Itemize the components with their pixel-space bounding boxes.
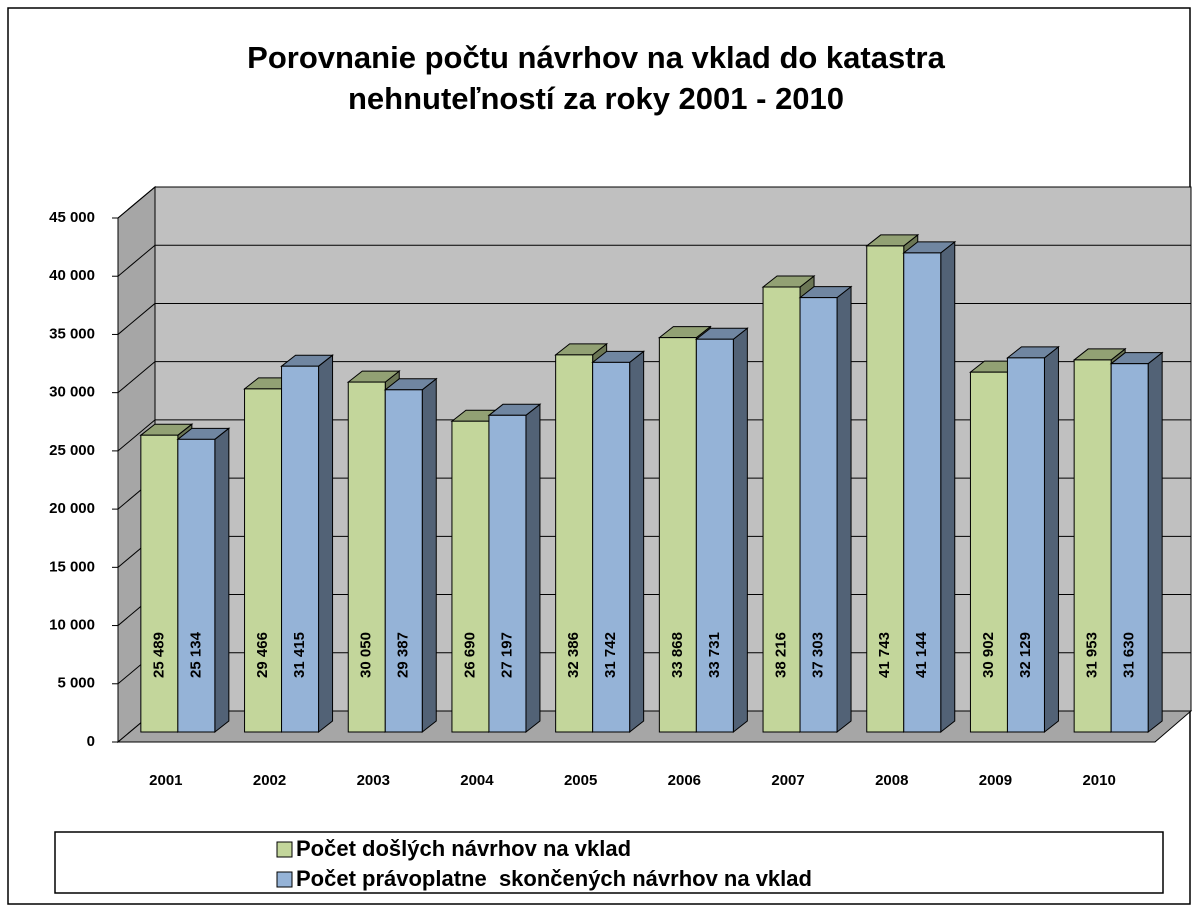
bar — [488, 414, 527, 733]
grid-line — [117, 419, 156, 452]
grid-line — [117, 303, 156, 335]
grid-line — [117, 361, 156, 394]
data-label: 26 690 — [461, 632, 478, 678]
bar-side — [1043, 345, 1059, 734]
data-label: 33 868 — [669, 632, 686, 678]
bar — [592, 361, 631, 733]
bar — [177, 438, 216, 733]
bar-side — [629, 350, 645, 734]
legend-swatch — [276, 841, 293, 858]
x-tick-label: 2009 — [979, 772, 1012, 789]
data-label: 25 134 — [187, 631, 204, 678]
y-tick-label: 25 000 — [49, 442, 95, 459]
y-tick-label: 15 000 — [49, 558, 95, 575]
data-label: 33 731 — [706, 632, 723, 678]
data-label: 31 742 — [602, 632, 619, 678]
data-label: 30 902 — [980, 632, 997, 678]
data-label: 41 144 — [913, 631, 930, 678]
y-tick-label: 5 000 — [57, 675, 95, 692]
bar — [384, 389, 423, 733]
x-tick-label: 2010 — [1082, 772, 1115, 789]
bar — [244, 388, 283, 733]
data-label: 41 743 — [876, 632, 893, 678]
bar — [555, 354, 594, 733]
y-tick-label: 35 000 — [49, 325, 95, 342]
data-label: 30 050 — [358, 632, 375, 678]
grid-line — [117, 186, 156, 219]
legend-swatch — [276, 871, 293, 888]
bar — [866, 245, 905, 733]
x-tick-label: 2002 — [253, 772, 286, 789]
data-label: 38 216 — [773, 632, 790, 678]
x-tick-label: 2004 — [460, 772, 494, 789]
bar-side — [214, 427, 230, 734]
data-label: 27 197 — [498, 632, 515, 678]
bar-side — [836, 285, 852, 734]
chart-title: Porovnanie počtu návrhov na vklad do kat… — [247, 40, 945, 75]
y-tick-label: 0 — [87, 733, 95, 750]
grid-line — [117, 244, 156, 277]
x-tick-label: 2006 — [668, 772, 701, 789]
bar-side — [940, 240, 956, 734]
bar — [281, 365, 320, 733]
legend — [54, 831, 1164, 894]
y-tick-label: 10 000 — [49, 617, 95, 634]
x-tick-label: 2005 — [564, 772, 597, 789]
bar-side — [421, 377, 437, 734]
y-tick-label: 40 000 — [49, 267, 95, 284]
y-tick-label: 30 000 — [49, 384, 95, 401]
bar — [903, 252, 942, 733]
data-label: 31 415 — [291, 632, 308, 678]
bar-side — [318, 354, 334, 734]
data-label: 31 630 — [1121, 632, 1138, 678]
bar-side — [732, 327, 748, 734]
bar — [347, 381, 386, 733]
x-tick-label: 2003 — [357, 772, 390, 789]
data-label: 37 303 — [810, 632, 827, 678]
x-tick-label: 2001 — [149, 772, 182, 789]
bar — [1073, 359, 1112, 733]
bar-side — [525, 403, 541, 734]
y-tick-label: 45 000 — [49, 209, 95, 226]
bar — [799, 297, 838, 733]
data-label: 32 386 — [565, 632, 582, 678]
bar — [969, 371, 1008, 733]
bar-side — [1147, 351, 1163, 734]
bar — [658, 337, 697, 733]
legend-label: Počet právoplatne skončených návrhov na … — [296, 866, 812, 891]
bar — [1110, 363, 1149, 733]
y-tick-label: 20 000 — [49, 500, 95, 517]
data-label: 29 387 — [395, 632, 412, 678]
data-label: 32 129 — [1017, 632, 1034, 678]
bar — [140, 434, 179, 733]
bar — [451, 420, 490, 733]
chart-title: nehnuteľností za roky 2001 - 2010 — [348, 81, 844, 116]
data-label: 29 466 — [254, 632, 271, 678]
data-label: 25 489 — [150, 632, 167, 678]
legend-label: Počet došlých návrhov na vklad — [296, 836, 631, 861]
x-tick-label: 2008 — [875, 772, 908, 789]
bar — [762, 286, 801, 733]
bar — [695, 338, 734, 733]
x-tick-label: 2007 — [771, 772, 804, 789]
bar — [1006, 357, 1045, 733]
data-label: 31 953 — [1084, 632, 1101, 678]
